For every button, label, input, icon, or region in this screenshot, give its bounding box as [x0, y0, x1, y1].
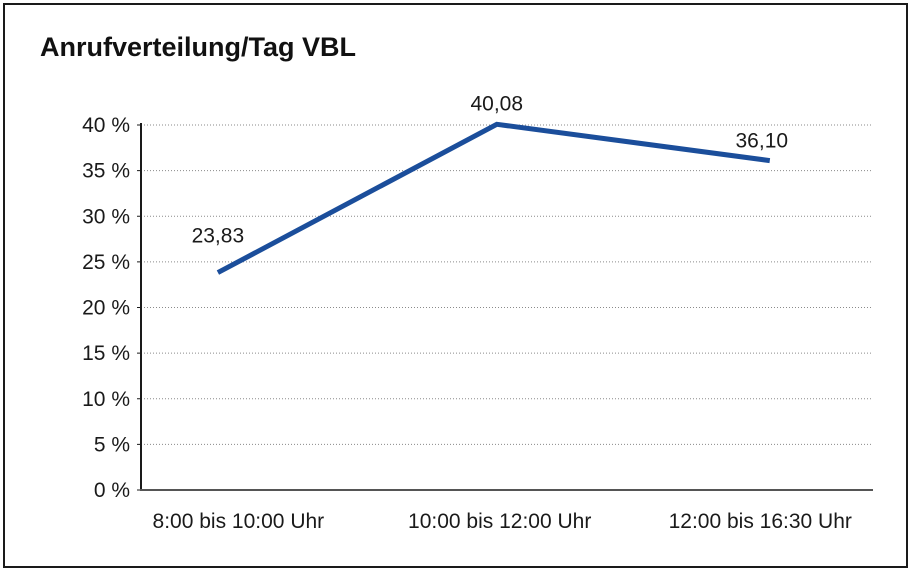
- y-tick-label: 40 %: [82, 114, 130, 137]
- chart-title: Anrufverteilung/Tag VBL: [40, 32, 357, 62]
- y-tick-label: 5 %: [94, 433, 130, 456]
- y-tick-label: 15 %: [82, 342, 130, 365]
- x-category-label: 10:00 bis 12:00 Uhr: [408, 510, 591, 533]
- data-label: 23,83: [192, 225, 245, 248]
- x-category-label: 12:00 bis 16:30 Uhr: [669, 510, 852, 533]
- data-labels-group: 23,83 40,08 36,10: [192, 92, 788, 247]
- y-tick-label: 20 %: [82, 297, 130, 320]
- y-tick-labels-group: 0 % 5 % 10 % 15 % 20 % 25 % 30 % 35 % 40 %: [82, 114, 130, 502]
- data-label: 36,10: [736, 130, 789, 153]
- y-tick-label: 35 %: [82, 160, 130, 183]
- y-tick-label: 25 %: [82, 251, 130, 274]
- chart-frame: [3, 3, 908, 568]
- axes-group: [137, 123, 873, 491]
- y-tick-label: 0 %: [94, 479, 130, 502]
- x-category-label: 8:00 bis 10:00 Uhr: [153, 510, 325, 533]
- y-tick-label: 30 %: [82, 205, 130, 228]
- series-group: [216, 121, 771, 275]
- y-tick-label: 10 %: [82, 388, 130, 411]
- gridlines-group: [141, 124, 873, 445]
- series-line: [216, 121, 771, 275]
- x-category-labels-group: 8:00 bis 10:00 Uhr 10:00 bis 12:00 Uhr 12:…: [153, 510, 852, 533]
- data-label: 40,08: [470, 92, 523, 115]
